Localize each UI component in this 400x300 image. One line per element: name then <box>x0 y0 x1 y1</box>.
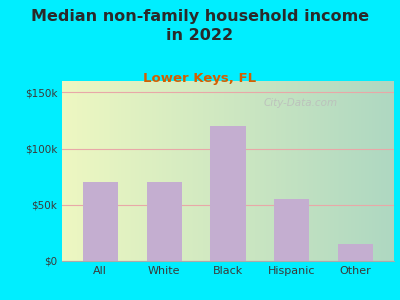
Bar <box>146 182 182 261</box>
Text: City-Data.com: City-Data.com <box>264 98 338 108</box>
Bar <box>83 182 118 261</box>
Text: Median non-family household income
in 2022: Median non-family household income in 20… <box>31 9 369 43</box>
Text: Lower Keys, FL: Lower Keys, FL <box>144 72 256 85</box>
Bar <box>338 244 373 261</box>
Bar <box>210 126 246 261</box>
Bar <box>274 199 310 261</box>
